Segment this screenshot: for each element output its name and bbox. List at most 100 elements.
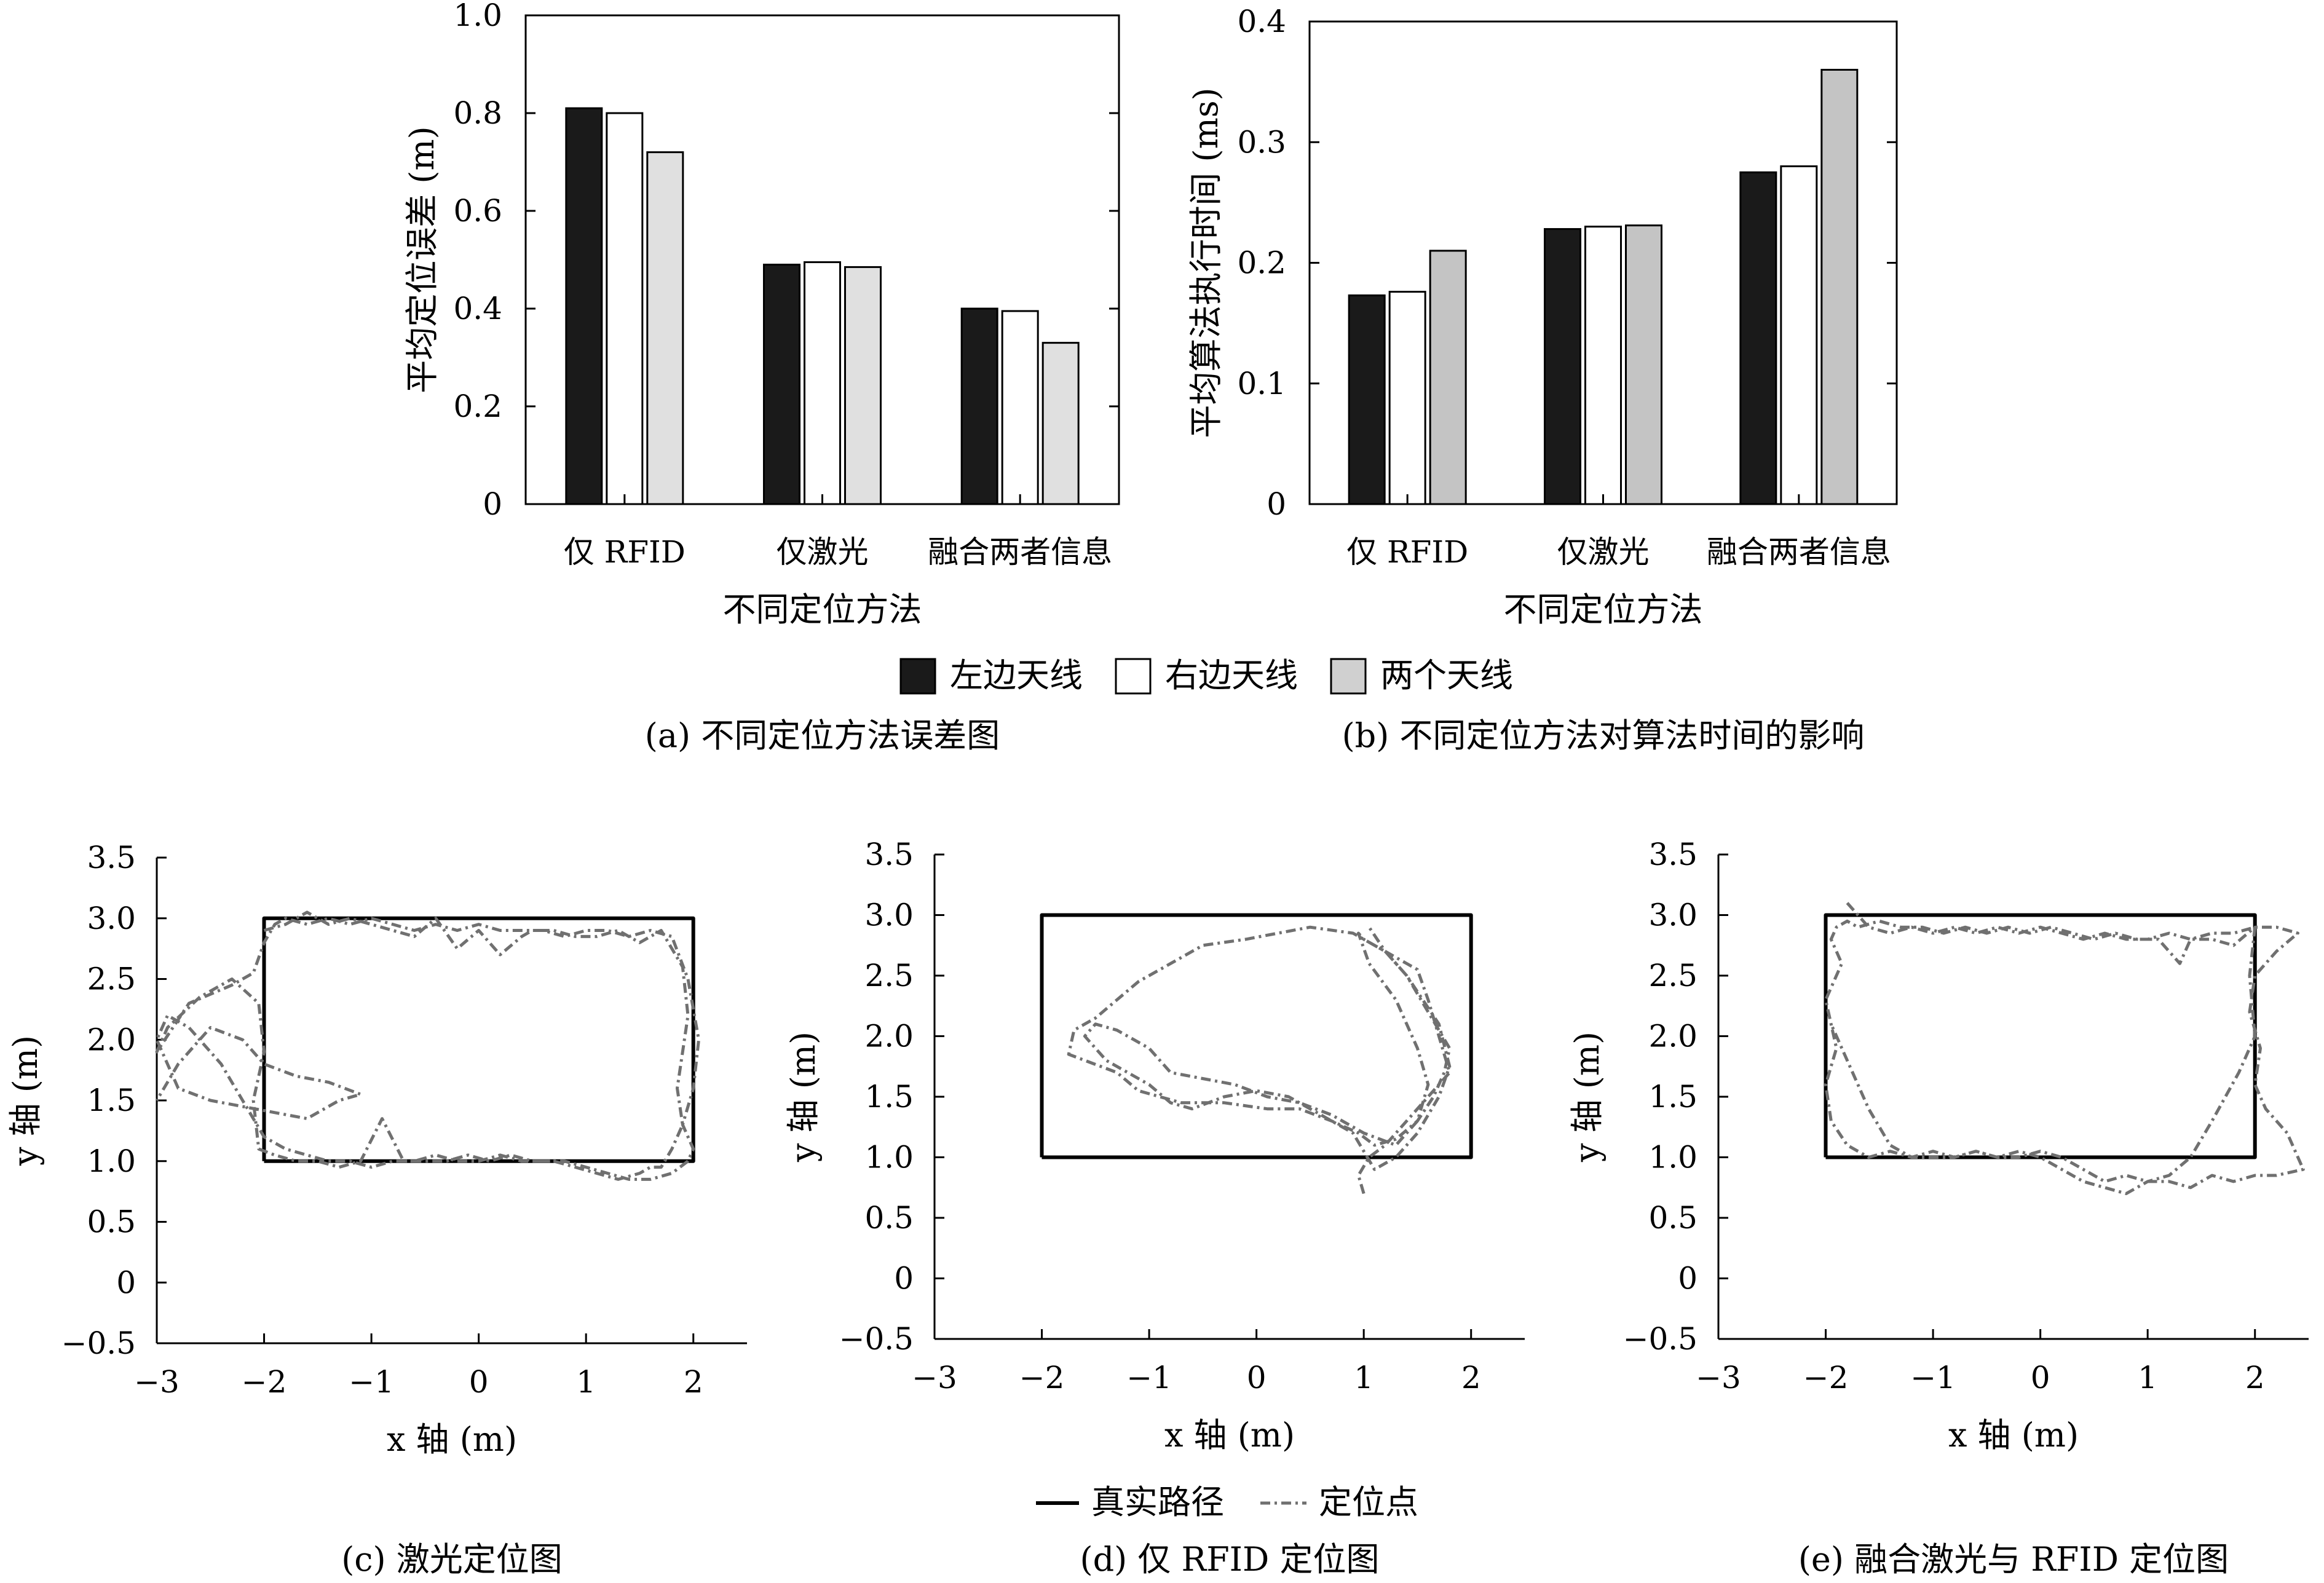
bar-2-1 [1780,165,1818,505]
y-tick-label: −0.5 [1623,1321,1698,1357]
y-tick-label: −0.5 [61,1325,136,1361]
y-tick-label: 0 [1678,1261,1698,1297]
chart-c-laser: −0.5 0 0.5 1.0 1.5 2.0 2.5 3.0 3.5 −3 −2 −1 0 1 2 x 轴 (… [6,840,747,1579]
y-axis-label: y 轴 (m) [6,1035,45,1166]
x-axis-label: 不同定位方法 [723,590,922,629]
y-axis-label: 平均定位误差 (m) [403,126,441,393]
y-tick-label: 0.5 [87,1204,136,1240]
y-tick-label: 0.1 [1237,366,1286,401]
x-tick-label: 仅 RFID [564,534,686,570]
x-tick-label: 0 [2031,1360,2050,1395]
bar-2-2 [1041,342,1080,505]
legend-label: 真实路径 [1091,1483,1224,1522]
y-tick-label: 0 [894,1261,914,1297]
x-tick-label: 1 [2138,1360,2157,1395]
legend-swatch-0 [899,658,936,695]
x-tick-label: 0 [469,1364,489,1400]
y-axis-label: 平均算法执行时间 (ms) [1187,87,1225,438]
chart-caption: (e) 融合激光与 RFID 定位图 [1798,1540,2229,1579]
y-tick-label: −0.5 [839,1321,914,1357]
estimate-path-line [1067,925,1452,1194]
x-tick-label: −1 [349,1364,394,1400]
x-tick-label: 2 [684,1364,703,1400]
bar-legend: 左边天线 右边天线 两个天线 [899,656,1513,695]
bar-1-0 [1544,228,1581,505]
x-tick-label: −3 [134,1364,180,1400]
y-tick-label: 1.5 [87,1083,136,1118]
y-tick-label: 0 [1267,486,1286,522]
estimate-path-line [155,910,700,1181]
y-tick-label: 3.0 [87,901,136,936]
x-tick-label: 2 [2245,1360,2265,1395]
bar-2-0 [960,307,998,505]
chart-d-rfid: −0.5 0 0.5 1.0 1.5 2.0 2.5 3.0 3.5 −3 −2 −1 0 1 2 x 轴 (… [784,837,1525,1579]
true-path-line [1040,913,1473,1159]
legend-label: 左边天线 [950,656,1083,695]
y-tick-label: 2.0 [87,1022,136,1057]
bar-1-2 [1625,224,1662,505]
x-axis-label: 不同定位方法 [1504,590,1703,629]
x-tick-label: 2 [1461,1360,1481,1395]
legend-label: 右边天线 [1165,656,1298,695]
x-tick-label: 仅激光 [777,534,869,570]
chart-caption: (c) 激光定位图 [341,1540,563,1579]
legend-swatch-2 [1330,658,1367,695]
legend-label: 定位点 [1319,1483,1418,1522]
x-tick-label: −3 [1696,1360,1741,1395]
x-tick-label: 仅 RFID [1346,534,1468,570]
x-tick-label: 融合两者信息 [1707,534,1891,570]
x-axis-label: x 轴 (m) [1948,1416,2079,1455]
y-axis-label: y 轴 (m) [1568,1032,1607,1163]
y-tick-label: 1.5 [864,1079,914,1115]
y-tick-label: 2.0 [1648,1019,1698,1054]
x-tick-label: 1 [1354,1360,1373,1395]
bar-2-0 [1739,171,1777,505]
bar-1-2 [844,266,882,505]
x-axis-label: x 轴 (m) [1164,1416,1295,1455]
bar-1-1 [1584,226,1622,505]
y-tick-label: 2.5 [87,961,136,997]
y-tick-label: 0.5 [864,1200,914,1236]
x-tick-label: −3 [912,1360,957,1395]
x-tick-label: −2 [1019,1360,1065,1395]
bar-1-1 [804,261,841,505]
y-tick-label: 0.5 [1648,1200,1698,1236]
y-tick-label: 1.0 [453,0,502,33]
y-tick-label: 3.5 [1648,837,1698,872]
y-tick-label: 1.0 [87,1143,136,1179]
y-tick-label: 0.2 [1237,245,1286,281]
chart-caption: (a) 不同定位方法误差图 [645,716,1000,755]
y-tick-label: 0.6 [453,193,502,229]
y-axis-label: y 轴 (m) [784,1032,823,1163]
x-axis-label: x 轴 (m) [387,1420,517,1459]
true-path-line [1824,913,2257,1159]
bar-0-0 [1348,294,1386,505]
y-tick-label: 0 [116,1265,136,1300]
y-tick-label: 2.5 [1648,958,1698,993]
y-tick-label: 2.0 [864,1019,914,1054]
y-tick-label: 1.5 [1648,1079,1698,1115]
y-tick-label: 3.0 [864,898,914,933]
bar-0-0 [565,107,603,505]
y-tick-label: 0.8 [453,95,502,131]
x-tick-label: 融合两者信息 [928,534,1112,570]
chart-caption: (b) 不同定位方法对算法时间的影响 [1342,716,1865,755]
y-tick-label: 3.5 [864,837,914,872]
bar-2-1 [1001,310,1039,505]
y-tick-label: 1.0 [1648,1140,1698,1175]
true-path-line [262,916,695,1163]
x-tick-label: −1 [1126,1360,1172,1395]
legend-label: 两个天线 [1380,656,1513,695]
y-tick-label: 3.5 [87,840,136,875]
estimate-path-line [1824,902,2305,1196]
bar-2-2 [1820,69,1859,505]
bar-1-0 [763,263,800,505]
legend-swatch-1 [1115,658,1152,695]
bar-0-2 [646,151,684,505]
x-tick-label: 1 [576,1364,596,1400]
path-legend: 真实路径 定位点 [1036,1483,1418,1522]
x-tick-label: −1 [1910,1360,1956,1395]
